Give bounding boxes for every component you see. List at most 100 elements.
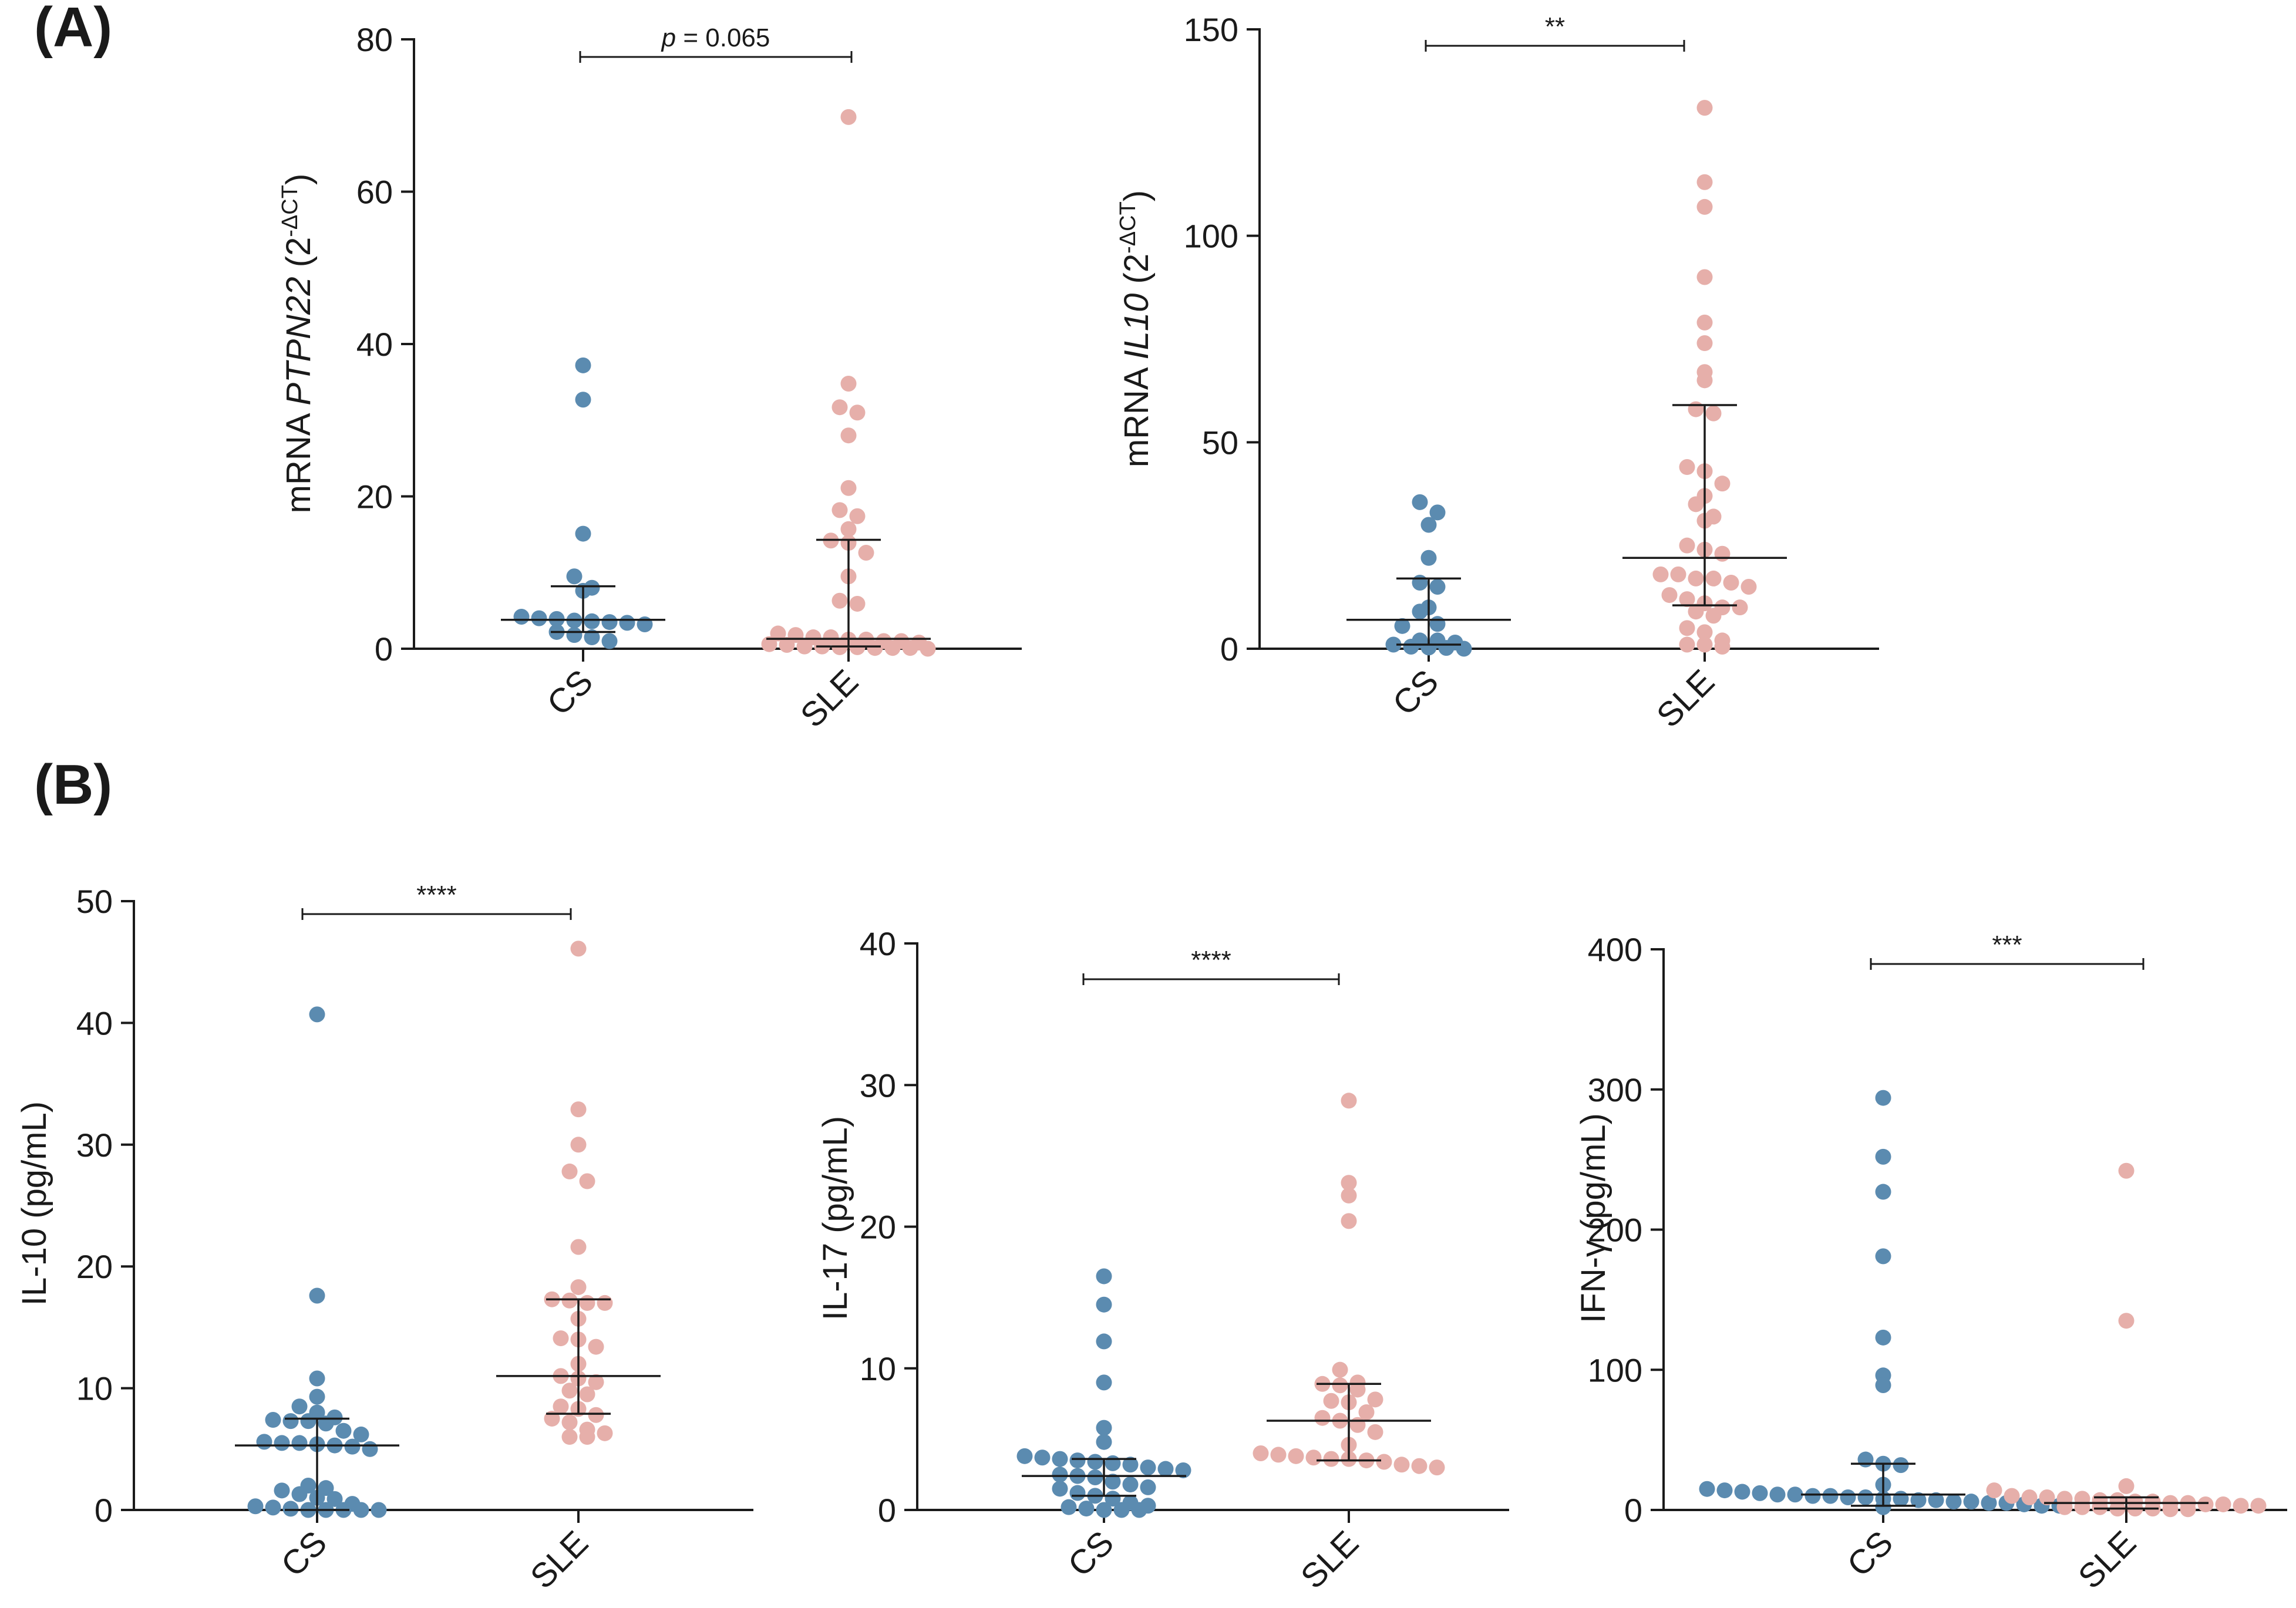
y-tick-label: 200 — [1588, 1212, 1642, 1249]
data-point-sle — [1705, 570, 1722, 586]
data-point-sle — [2118, 1313, 2135, 1329]
data-point-cs — [1140, 1459, 1156, 1476]
y-axis-label-part: IFN-γ (pg/mL) — [1574, 1113, 1612, 1323]
data-point-sle — [1652, 566, 1669, 582]
significance-label: **** — [1191, 946, 1231, 975]
data-point-cs — [1087, 1469, 1103, 1486]
data-point-sle — [1688, 496, 1704, 513]
data-point-cs — [1893, 1457, 1909, 1474]
data-point-sle — [1367, 1424, 1383, 1440]
data-point-cs — [309, 1370, 325, 1387]
data-point-sle — [561, 1292, 578, 1309]
data-point-sle — [1696, 372, 1713, 389]
y-tick-label: 30 — [860, 1067, 896, 1104]
data-point-cs — [531, 610, 547, 626]
data-point-cs — [1096, 1502, 1112, 1518]
data-point-cs — [1875, 1090, 1891, 1106]
data-point-cs — [1412, 494, 1428, 510]
data-point-sle — [2039, 1489, 2055, 1506]
data-point-sle — [1714, 545, 1731, 562]
data-point-sle — [1688, 604, 1704, 620]
data-point-cs — [1412, 574, 1428, 591]
data-point-sle — [1705, 405, 1722, 422]
data-point-cs — [1069, 1485, 1086, 1501]
data-point-cs — [1429, 579, 1446, 595]
significance-label: p = 0.065 — [661, 23, 770, 52]
data-point-sle — [858, 545, 874, 561]
y-axis-label: IFN-γ (pg/mL) — [1574, 1113, 1612, 1323]
data-point-sle — [1341, 1187, 1357, 1204]
data-point-cs — [1875, 1248, 1891, 1265]
data-point-cs — [1875, 1377, 1891, 1394]
data-point-cs — [584, 613, 600, 629]
data-point-cs — [371, 1502, 387, 1518]
y-axis-label: IL-10 (pg/mL) — [15, 1101, 53, 1306]
data-point-cs — [1052, 1451, 1068, 1467]
data-point-cs — [1840, 1489, 1856, 1506]
data-point-sle — [1341, 1093, 1357, 1109]
data-point-sle — [597, 1425, 613, 1441]
y-axis-label: mRNA IL10 (2-ΔCT) — [1116, 190, 1156, 467]
data-point-sle — [1253, 1445, 1269, 1461]
data-point-cs — [247, 1498, 264, 1515]
y-axis-label-part: ) — [280, 174, 318, 185]
data-point-cs — [1716, 1482, 1733, 1499]
data-point-cs — [1096, 1268, 1112, 1285]
data-point-sle — [796, 638, 813, 655]
y-tick-label: 100 — [1588, 1351, 1642, 1388]
y-tick-label: 150 — [1184, 11, 1238, 48]
data-point-sle — [1358, 1404, 1375, 1421]
data-point-cs — [1429, 616, 1446, 632]
data-point-cs — [256, 1434, 272, 1450]
data-point-cs — [309, 1287, 325, 1304]
data-point-cs — [1385, 636, 1402, 653]
data-point-cs — [1875, 1499, 1891, 1515]
y-tick-label: 40 — [860, 925, 896, 962]
data-point-cs — [1822, 1488, 1839, 1504]
data-point-sle — [561, 1414, 578, 1431]
data-point-cs — [575, 357, 591, 373]
data-point-sle — [840, 109, 857, 125]
data-point-sle — [1714, 638, 1731, 655]
y-tick-label: 0 — [1624, 1492, 1642, 1529]
data-point-sle — [1696, 269, 1713, 285]
data-point-cs — [1157, 1461, 1174, 1477]
data-point-cs — [1910, 1492, 1927, 1508]
y-tick-label: 40 — [76, 1004, 113, 1041]
data-point-sle — [2180, 1501, 2196, 1518]
data-point-sle — [588, 1407, 604, 1423]
data-point-cs — [601, 633, 618, 649]
data-point-cs — [1438, 640, 1455, 656]
data-point-sle — [588, 1339, 604, 1355]
panel-label-b: (B) — [34, 753, 113, 816]
data-point-cs — [601, 614, 618, 631]
data-point-sle — [840, 375, 857, 392]
chart-il10mrna: 0 50 100 150 mRNA IL10 (2-ΔCT) CS SLE ** — [1116, 11, 1879, 735]
data-point-sle — [553, 1330, 569, 1347]
y-tick-label: 0 — [375, 631, 393, 668]
data-point-cs — [1105, 1474, 1121, 1490]
data-point-sle — [840, 521, 857, 537]
chart-il17: 0 10 20 30 40 IL-17 (pg/mL) CS SLE **** — [816, 925, 1509, 1596]
data-point-cs — [1893, 1491, 1909, 1507]
data-point-cs — [1052, 1467, 1068, 1483]
data-point-sle — [1393, 1457, 1410, 1473]
x-tick-label: CS — [1840, 1523, 1900, 1584]
data-point-cs — [1734, 1484, 1750, 1500]
data-point-cs — [1122, 1476, 1139, 1493]
data-point-cs — [1061, 1499, 1077, 1515]
data-point-cs — [1403, 638, 1419, 655]
data-point-cs — [1752, 1485, 1768, 1501]
y-axis-label: IL-17 (pg/mL) — [816, 1116, 854, 1320]
data-point-cs — [1412, 604, 1428, 620]
y-tick-label: 40 — [356, 326, 393, 363]
data-point-cs — [1052, 1481, 1068, 1497]
data-point-sle — [1696, 335, 1713, 352]
y-tick-label: 0 — [95, 1492, 113, 1529]
y-tick-label: 100 — [1184, 218, 1238, 255]
data-point-sle — [1696, 198, 1713, 215]
y-axis-label-part: IL-17 (pg/mL) — [816, 1116, 854, 1320]
data-point-sle — [1411, 1458, 1428, 1474]
data-point-cs — [300, 1413, 317, 1430]
y-tick-label: 20 — [356, 478, 393, 515]
